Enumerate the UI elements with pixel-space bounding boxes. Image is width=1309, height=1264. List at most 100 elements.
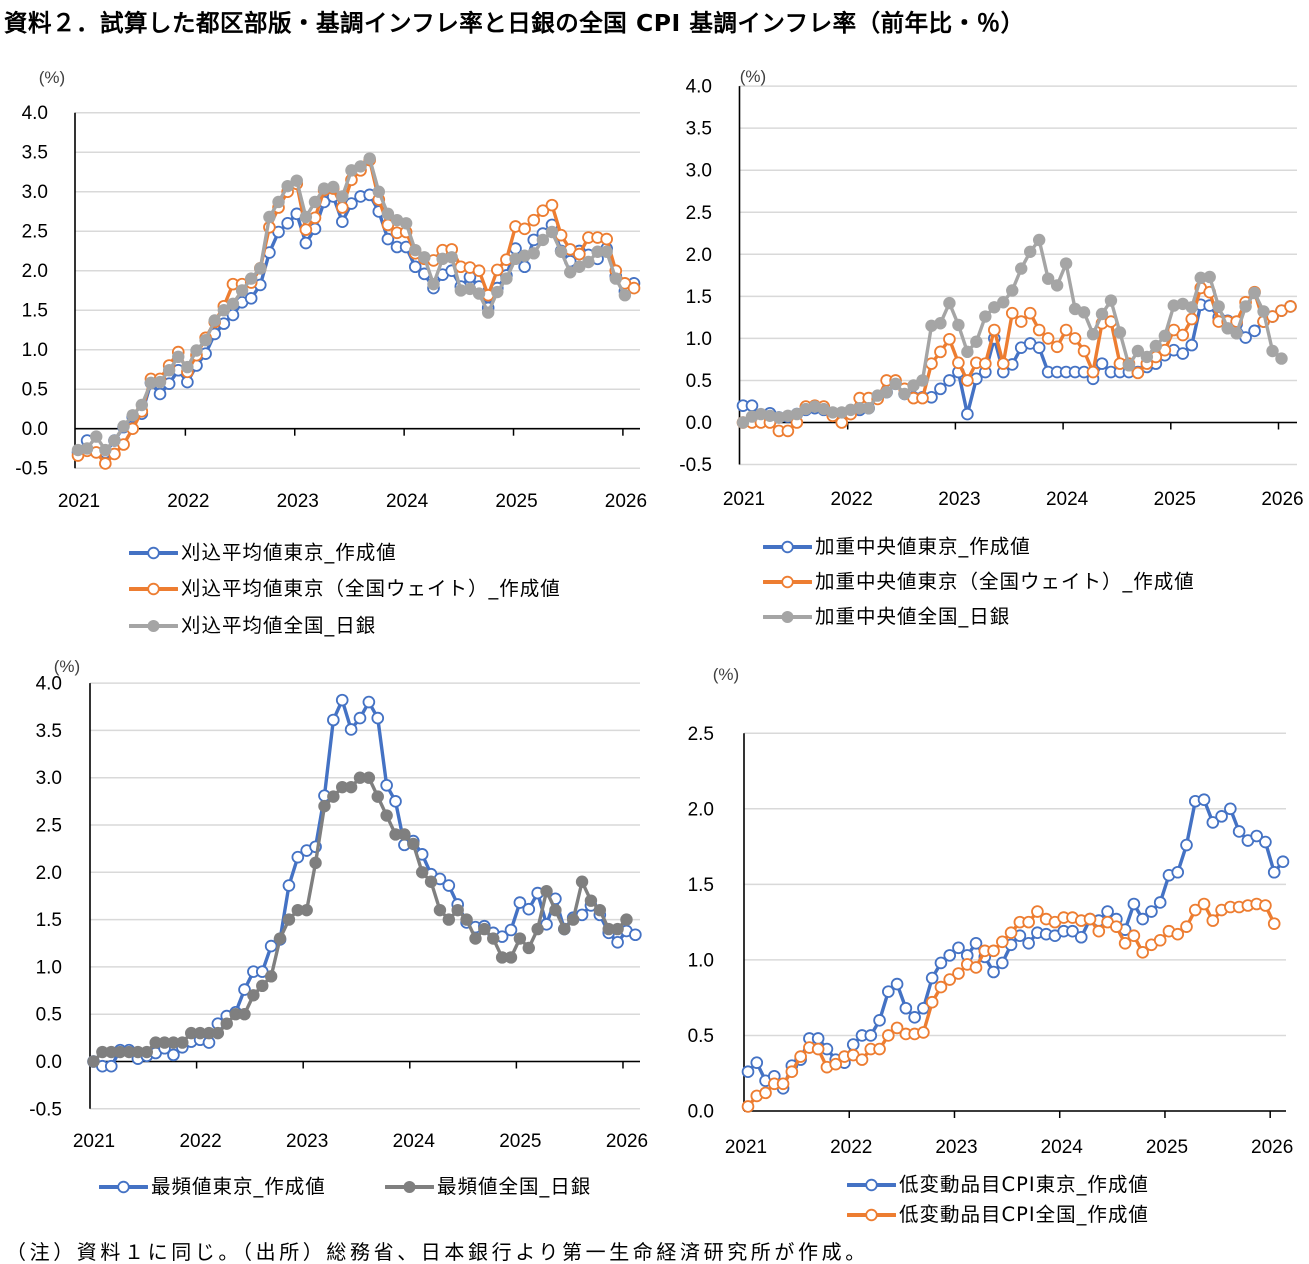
data-point bbox=[408, 260, 422, 274]
data-point bbox=[1257, 305, 1270, 318]
data-point bbox=[487, 932, 500, 945]
data-point bbox=[244, 272, 258, 285]
data-point bbox=[354, 160, 367, 173]
data-point bbox=[741, 1100, 755, 1113]
data-point bbox=[575, 875, 589, 888]
data-point bbox=[1095, 307, 1109, 321]
data-point bbox=[564, 266, 577, 279]
data-point bbox=[934, 382, 947, 396]
data-point bbox=[1248, 286, 1261, 300]
legend-item: 低変動品目CPI東京_作成値 bbox=[847, 1173, 1149, 1197]
data-point bbox=[96, 1045, 109, 1059]
data-point bbox=[263, 210, 276, 224]
data-point bbox=[987, 944, 1000, 958]
data-point bbox=[1266, 344, 1279, 358]
data-point bbox=[1041, 332, 1055, 345]
data-point bbox=[602, 922, 615, 936]
data-point bbox=[1014, 315, 1028, 328]
data-point bbox=[934, 345, 947, 359]
data-point bbox=[1185, 301, 1198, 314]
data-point bbox=[256, 979, 269, 993]
data-point bbox=[281, 217, 294, 230]
x-tick-label: 2024 bbox=[1046, 489, 1089, 510]
data-point bbox=[117, 420, 130, 433]
legend-item: 加重中央値全国_日銀 bbox=[763, 605, 1010, 629]
data-point bbox=[362, 695, 376, 709]
data-point bbox=[104, 1059, 118, 1073]
data-point bbox=[1050, 279, 1064, 292]
data-point bbox=[573, 247, 586, 261]
data-point bbox=[185, 1026, 198, 1040]
data-point bbox=[181, 360, 194, 374]
data-point bbox=[1250, 829, 1263, 843]
data-point bbox=[611, 922, 624, 936]
data-point bbox=[952, 941, 965, 955]
series-3 bbox=[71, 152, 632, 457]
data-point bbox=[934, 317, 947, 330]
data-point bbox=[202, 1026, 216, 1040]
legend-label: 最頻値全国_日銀 bbox=[437, 1175, 592, 1198]
y-tick-label: 0.5 bbox=[686, 371, 712, 392]
data-point bbox=[144, 376, 158, 390]
axis-labels: 2.5 2.0 1.5 1.0 0.5 0.0 2021 2022 2023 2024 2025 20… bbox=[688, 665, 1294, 1158]
data-point bbox=[398, 828, 411, 841]
series-line bbox=[91, 698, 638, 1068]
data-point bbox=[987, 323, 1001, 337]
data-point bbox=[987, 965, 1000, 979]
data-point bbox=[997, 296, 1010, 309]
y-tick-label: 0.5 bbox=[688, 1026, 714, 1047]
data-point bbox=[226, 297, 240, 311]
y-tick-label: 1.5 bbox=[686, 287, 712, 308]
y-tick-label: 4.0 bbox=[686, 77, 712, 98]
y-tick-label: 2.0 bbox=[686, 245, 712, 266]
y-tick-label: 4.0 bbox=[36, 674, 62, 695]
data-point bbox=[566, 913, 580, 926]
data-point bbox=[513, 932, 527, 945]
data-point bbox=[108, 434, 121, 447]
x-tick-label: 2026 bbox=[1261, 489, 1303, 510]
data-point bbox=[890, 1021, 904, 1035]
data-point bbox=[1136, 946, 1149, 959]
legend-label: 刈込平均値東京_作成値 bbox=[181, 541, 397, 564]
data-point bbox=[776, 1077, 790, 1091]
data-point bbox=[1066, 924, 1079, 938]
legend-label: 加重中央値東京_作成値 bbox=[815, 535, 1031, 558]
y-tick-label: 1.0 bbox=[688, 950, 714, 971]
y-tick-label: 2.0 bbox=[688, 799, 714, 820]
data-point bbox=[1077, 306, 1091, 319]
data-point bbox=[600, 232, 613, 246]
x-tick-label: 2026 bbox=[606, 1131, 648, 1152]
y-tick-label: 0.5 bbox=[22, 380, 48, 401]
data-point bbox=[873, 1042, 886, 1056]
data-point bbox=[853, 402, 866, 415]
data-point bbox=[925, 357, 938, 370]
data-point bbox=[1197, 793, 1211, 807]
data-point bbox=[318, 799, 331, 813]
data-point bbox=[969, 936, 983, 950]
chart-1: 4.0 3.5 3.0 2.5 2.0 1.5 1.0 0.5 0.0 -0.5 2021 2022 2… bbox=[15, 68, 647, 512]
data-point bbox=[1113, 326, 1127, 339]
data-point bbox=[472, 264, 486, 278]
data-point bbox=[247, 989, 260, 1002]
data-point bbox=[149, 1036, 162, 1049]
data-point bbox=[536, 204, 550, 217]
data-point bbox=[593, 903, 607, 917]
data-point bbox=[890, 977, 904, 991]
data-point bbox=[291, 850, 305, 864]
x-tick-label: 2025 bbox=[495, 491, 537, 512]
data-point bbox=[167, 1036, 180, 1049]
data-point bbox=[1077, 344, 1091, 358]
data-point bbox=[1176, 347, 1190, 360]
y-tick-label: 2.5 bbox=[22, 222, 48, 243]
y-tick-label: 0.0 bbox=[688, 1102, 714, 1123]
data-point bbox=[1206, 914, 1220, 927]
open-circle-line-marker-icon bbox=[129, 582, 178, 596]
data-point bbox=[1104, 294, 1118, 307]
data-point bbox=[327, 713, 340, 727]
data-point bbox=[1267, 917, 1281, 930]
data-point bbox=[1239, 300, 1252, 313]
y-tick-label: 2.5 bbox=[36, 816, 62, 837]
data-point bbox=[1050, 340, 1064, 354]
data-point bbox=[916, 374, 929, 387]
data-point bbox=[372, 185, 385, 198]
